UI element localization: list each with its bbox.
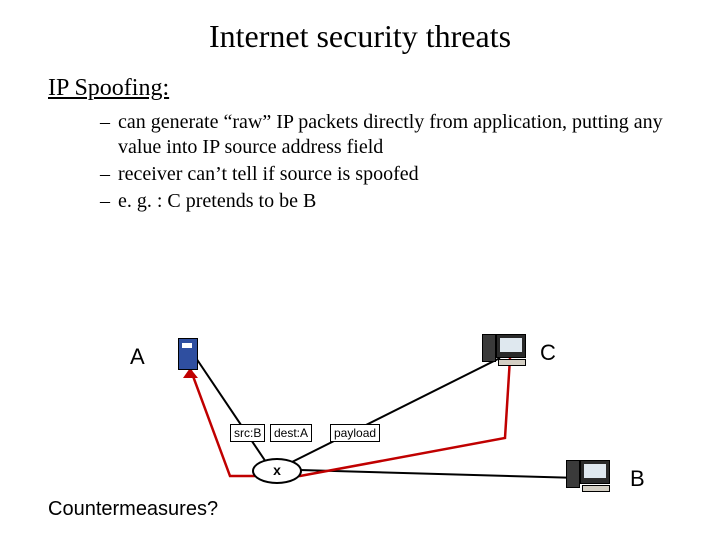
section-subtitle: IP Spoofing: — [48, 75, 720, 102]
node-label-a: A — [130, 344, 145, 370]
router-icon: x — [252, 458, 302, 484]
bullet-dash: – — [100, 162, 118, 187]
packet-payload: payload — [330, 424, 380, 442]
computer-icon — [580, 460, 610, 484]
node-label-b: B — [630, 466, 645, 492]
countermeasures-text: Countermeasures? — [48, 498, 218, 521]
list-item: – e. g. : C pretends to be B — [100, 189, 670, 214]
bullet-text: e. g. : C pretends to be B — [118, 189, 316, 214]
list-item: – can generate “raw” IP packets directly… — [100, 110, 670, 160]
bullet-list: – can generate “raw” IP packets directly… — [100, 110, 670, 214]
server-icon — [178, 338, 198, 370]
bullet-dash: – — [100, 189, 118, 214]
packet-src: src:B — [230, 424, 265, 442]
bullet-text: receiver can’t tell if source is spoofed — [118, 162, 419, 187]
node-label-c: C — [540, 340, 556, 366]
bullet-dash: – — [100, 110, 118, 160]
network-diagram: A C B x src:B dest:A payload Countermeas… — [0, 308, 720, 518]
computer-icon — [496, 334, 526, 358]
page-title: Internet security threats — [0, 18, 720, 55]
list-item: – receiver can’t tell if source is spoof… — [100, 162, 670, 187]
diagram-wires — [0, 308, 720, 518]
packet-dest: dest:A — [270, 424, 312, 442]
bullet-text: can generate “raw” IP packets directly f… — [118, 110, 670, 160]
